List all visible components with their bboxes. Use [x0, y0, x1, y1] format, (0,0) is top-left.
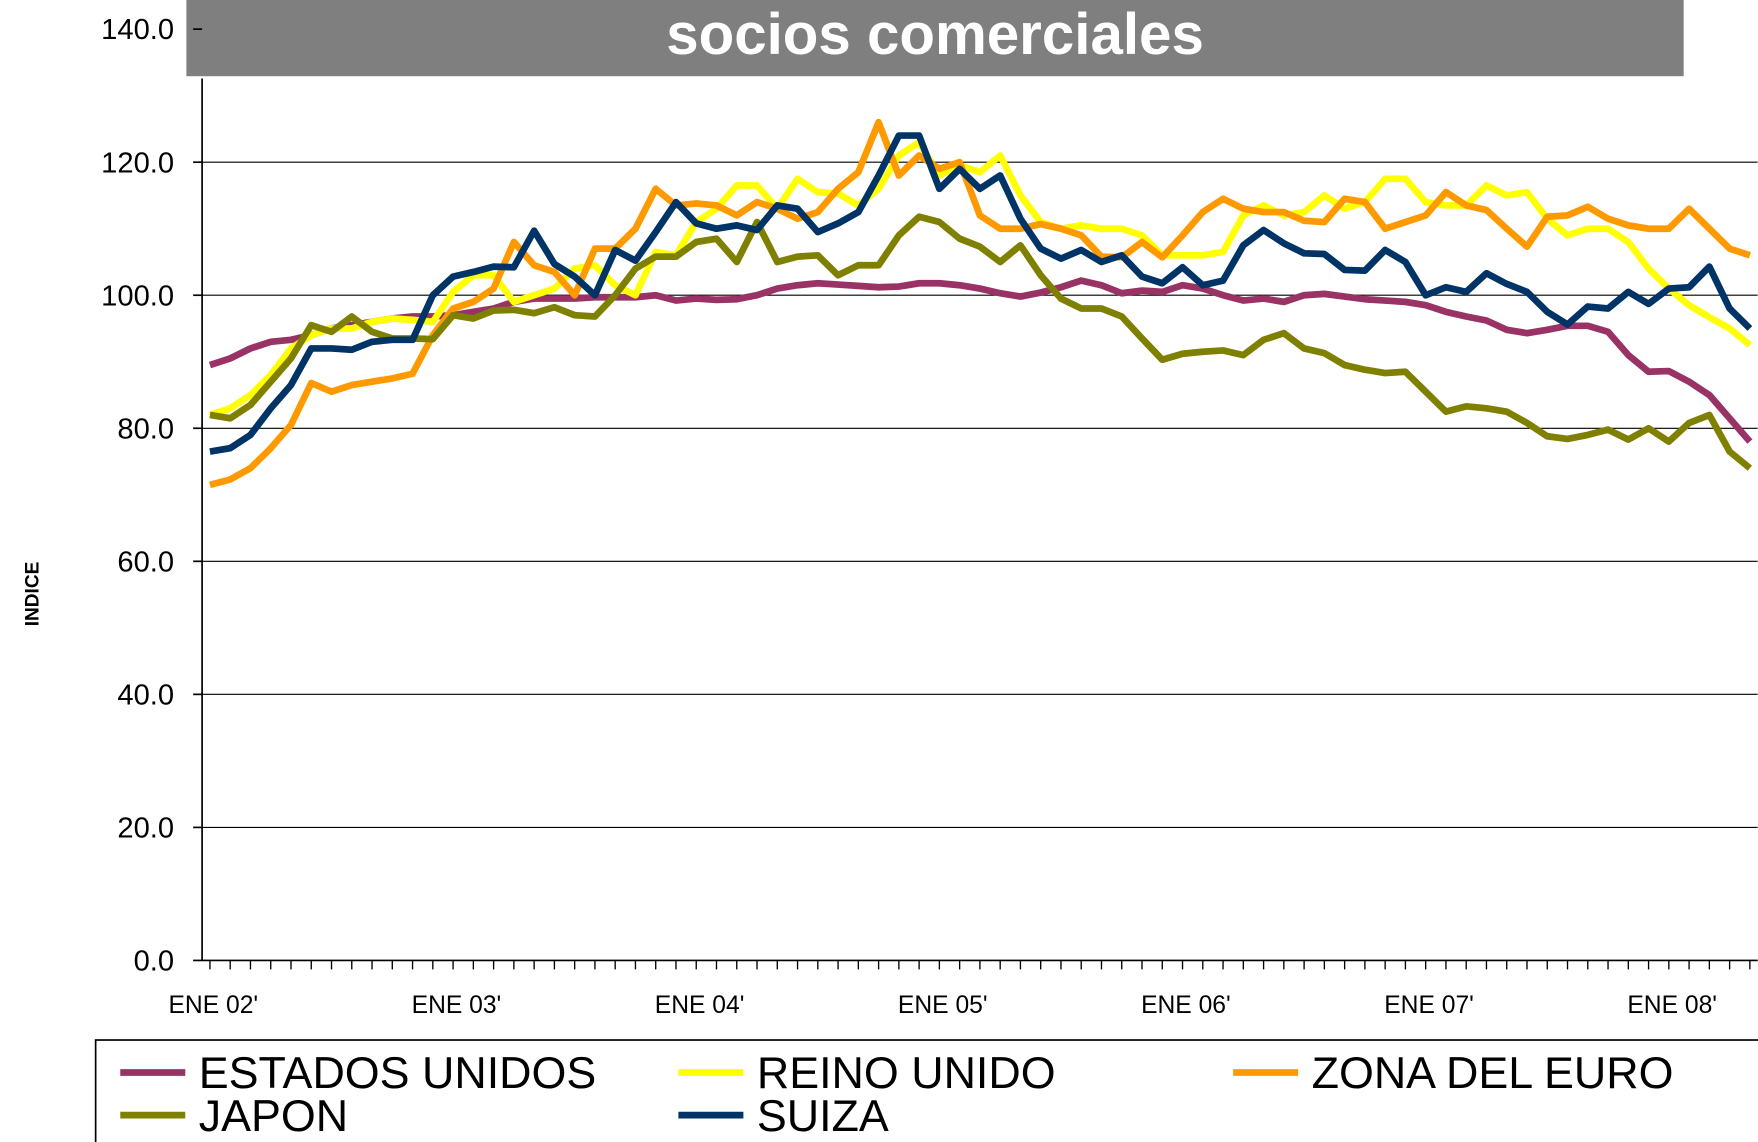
- series-line: [209, 132, 1753, 455]
- x-tick-label: ENE 05': [898, 992, 988, 1019]
- y-tick-label: 80.0: [117, 413, 174, 445]
- x-tick-label: ENE 02': [168, 992, 258, 1019]
- chart-title: socios comerciales: [666, 2, 1204, 67]
- series-line: [208, 138, 1753, 419]
- series-line: [209, 118, 1751, 489]
- y-axis-label: INDICE: [22, 562, 43, 627]
- title-box: [186, 0, 1684, 77]
- legend-label: ZONA DEL EURO: [1312, 1048, 1674, 1098]
- series-line: [209, 213, 1753, 471]
- y-tick-label: 20.0: [117, 812, 174, 844]
- x-tick-label: ENE 06': [1141, 992, 1231, 1019]
- legend-label: JAPON: [199, 1091, 348, 1141]
- y-tick-label: 100.0: [101, 280, 174, 312]
- x-tick-label: ENE 08': [1627, 992, 1717, 1019]
- legend-label: REINO UNIDO: [757, 1048, 1056, 1098]
- y-tick-label: 60.0: [117, 546, 174, 578]
- legend-label: ESTADOS UNIDOS: [199, 1048, 597, 1098]
- y-tick-label: 0.0: [134, 946, 175, 978]
- y-tick-label: 140.0: [101, 14, 174, 46]
- x-tick-label: ENE 03': [412, 992, 502, 1019]
- y-tick-label: 120.0: [101, 147, 174, 179]
- y-tick-label: 40.0: [117, 679, 174, 711]
- series-line: [208, 277, 1753, 444]
- x-tick-label: ENE 04': [655, 992, 745, 1019]
- x-tick-label: ENE 07': [1384, 992, 1474, 1019]
- legend-label: SUIZA: [757, 1091, 889, 1141]
- legend-box: [94, 1039, 1758, 1142]
